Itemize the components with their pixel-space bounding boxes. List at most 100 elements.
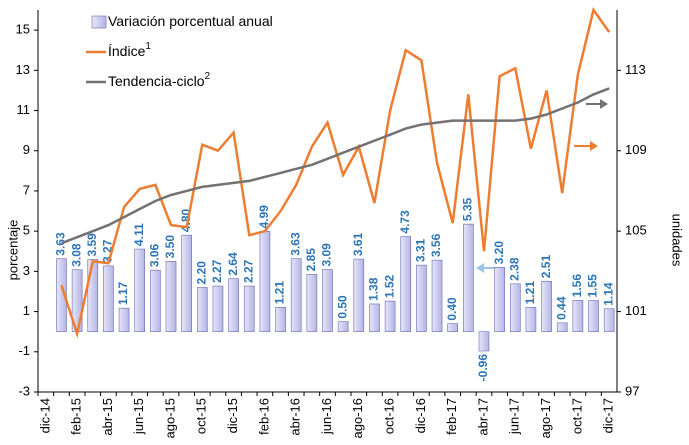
y-tick-label: 3 bbox=[23, 263, 30, 278]
value-label: 4.73 bbox=[398, 210, 412, 234]
bar bbox=[118, 307, 130, 332]
y-tick-label: 11 bbox=[17, 102, 31, 117]
value-label: 3.50 bbox=[163, 235, 177, 259]
legend-name: Variación porcentual anual bbox=[108, 13, 273, 29]
x-tick-label: ago-15 bbox=[162, 398, 177, 438]
value-label: 3.20 bbox=[492, 241, 506, 265]
x-tick-label: jun-17 bbox=[507, 398, 522, 435]
bar bbox=[416, 264, 427, 332]
value-label: 1.55 bbox=[586, 274, 600, 298]
x-tick-label: dic-16 bbox=[413, 398, 428, 433]
bar bbox=[56, 258, 67, 332]
y-tick-label: 9 bbox=[23, 142, 30, 157]
legend-name: Índice bbox=[108, 43, 146, 59]
value-label: 0.44 bbox=[554, 296, 568, 320]
bar bbox=[353, 258, 365, 332]
bar bbox=[431, 259, 443, 332]
y2-tick-label: 101 bbox=[625, 303, 647, 318]
y-tick-label: 13 bbox=[16, 62, 30, 77]
y2-tick-label: 113 bbox=[625, 62, 646, 77]
y-tick-label: 1 bbox=[23, 303, 30, 318]
value-label: 3.09 bbox=[320, 243, 334, 267]
bar bbox=[181, 234, 192, 332]
value-label: 1.21 bbox=[273, 281, 287, 305]
value-label: 2.85 bbox=[304, 248, 318, 272]
x-tick-label: jun-15 bbox=[131, 398, 146, 435]
bar bbox=[322, 269, 333, 332]
x-tick-label: oct-15 bbox=[194, 398, 209, 434]
bar bbox=[306, 274, 318, 332]
bar bbox=[197, 287, 208, 332]
legend-label: Índice1 bbox=[108, 41, 151, 59]
bar bbox=[447, 323, 458, 332]
y2-tick-label: 97 bbox=[625, 383, 639, 398]
x-tick-label: ago-16 bbox=[350, 398, 365, 438]
bar bbox=[212, 285, 224, 332]
value-label: 0.50 bbox=[335, 295, 349, 319]
value-label: 3.63 bbox=[54, 232, 68, 256]
legend-swatch bbox=[91, 15, 107, 29]
y2-tick-label: 109 bbox=[625, 142, 647, 157]
value-label: 3.08 bbox=[69, 243, 83, 267]
x-tick-label: dic-15 bbox=[225, 398, 240, 433]
bar bbox=[556, 322, 568, 332]
value-label: 1.14 bbox=[601, 282, 615, 306]
value-label: 3.06 bbox=[148, 243, 162, 267]
x-tick-label: dic-17 bbox=[601, 398, 616, 433]
bar bbox=[603, 308, 615, 332]
bar bbox=[384, 300, 396, 332]
line bbox=[61, 87, 610, 245]
bar bbox=[87, 259, 99, 332]
x-tick-label: ago-17 bbox=[538, 398, 553, 438]
y-axis-label: porcentaje bbox=[5, 220, 20, 281]
y-tick-label: -3 bbox=[18, 383, 30, 398]
value-label: 5.35 bbox=[461, 197, 475, 221]
x-tick-label: oct-16 bbox=[382, 398, 397, 434]
value-label: 0.40 bbox=[445, 297, 459, 321]
bar bbox=[400, 236, 412, 332]
x-tick-label: feb-17 bbox=[444, 398, 459, 435]
value-label: 4.11 bbox=[132, 223, 146, 246]
bar bbox=[588, 300, 599, 332]
bar bbox=[463, 223, 474, 332]
legend-label: Variación porcentual anual bbox=[108, 13, 273, 29]
value-label: 2.51 bbox=[539, 255, 553, 279]
x-tick-label: dic-14 bbox=[37, 398, 52, 433]
x-tick-label: jun-16 bbox=[319, 398, 334, 435]
x-tick-label: abr-15 bbox=[100, 398, 115, 436]
value-label: 1.56 bbox=[570, 274, 584, 298]
value-label: 3.56 bbox=[429, 233, 443, 257]
bar bbox=[275, 307, 286, 332]
y-tick-label: 15 bbox=[16, 22, 30, 37]
bar bbox=[369, 303, 380, 332]
bar bbox=[478, 331, 490, 352]
value-label: 3.61 bbox=[351, 232, 365, 256]
bar bbox=[541, 280, 552, 332]
value-label: 1.52 bbox=[382, 274, 396, 298]
bar bbox=[228, 278, 239, 332]
y-tick-label: 5 bbox=[23, 223, 30, 238]
x-tick-label: abr-16 bbox=[288, 398, 303, 436]
value-label: 1.38 bbox=[367, 277, 381, 301]
y-tick-label: -1 bbox=[18, 343, 30, 358]
x-tick-label: oct-17 bbox=[569, 398, 584, 434]
bar bbox=[150, 269, 161, 332]
legend-superscript: 2 bbox=[205, 71, 211, 82]
bar bbox=[337, 321, 349, 332]
y2-tick-label: 105 bbox=[625, 223, 647, 238]
value-label: 4.99 bbox=[257, 205, 271, 229]
bar bbox=[103, 265, 114, 332]
value-label: 1.21 bbox=[523, 281, 537, 305]
value-label: 2.38 bbox=[507, 257, 521, 281]
value-label: -0.96 bbox=[476, 354, 490, 382]
bar bbox=[165, 261, 177, 332]
bar bbox=[134, 248, 146, 332]
value-label: 3.63 bbox=[288, 232, 302, 256]
bar bbox=[259, 231, 271, 332]
x-tick-label: feb-15 bbox=[69, 398, 84, 435]
value-label: 3.59 bbox=[85, 233, 99, 257]
legend-label: Tendencia-ciclo2 bbox=[108, 71, 211, 89]
bar bbox=[509, 283, 521, 332]
x-tick-label: feb-16 bbox=[256, 398, 271, 435]
